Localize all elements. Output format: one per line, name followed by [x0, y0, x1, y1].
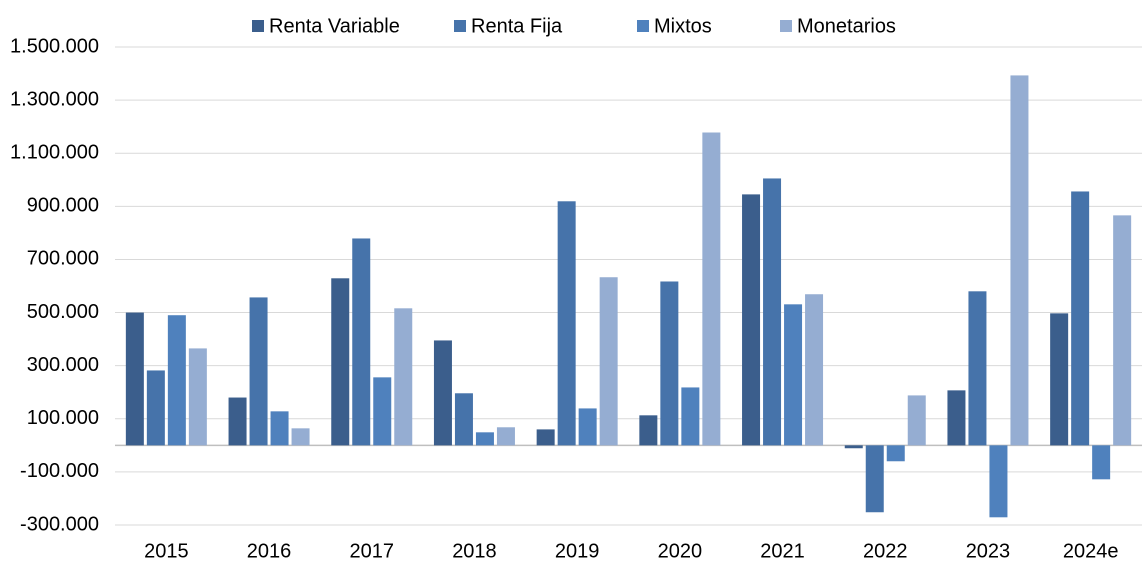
y-tick-label: 900.000	[27, 195, 99, 217]
y-tick-label: 300.000	[27, 354, 99, 376]
x-tick-label: 2020	[658, 540, 703, 562]
bar	[249, 297, 268, 446]
legend-label: Renta Variable	[269, 15, 400, 37]
x-tick-label: 2024e	[1063, 540, 1119, 562]
y-tick-label: 100.000	[27, 407, 99, 429]
legend-label: Renta Fija	[471, 15, 563, 37]
bar	[475, 432, 494, 446]
y-tick-label: 700.000	[27, 248, 99, 270]
bar	[844, 445, 863, 449]
legend-swatch	[454, 20, 466, 32]
legend-label: Mixtos	[654, 15, 712, 37]
bar	[496, 427, 515, 446]
bar	[968, 291, 987, 446]
bar	[599, 277, 618, 446]
bar	[228, 397, 247, 446]
bar	[536, 429, 555, 446]
bar	[433, 340, 452, 446]
bar	[742, 194, 761, 446]
bar	[886, 445, 905, 462]
x-tick-label: 2022	[863, 540, 908, 562]
bar	[989, 445, 1008, 518]
bar	[805, 294, 824, 446]
bar	[784, 304, 803, 446]
bar	[373, 377, 392, 446]
bar	[352, 238, 371, 446]
bar	[1010, 75, 1029, 446]
x-tick-label: 2019	[555, 540, 600, 562]
bar	[1071, 191, 1090, 446]
bar	[578, 408, 597, 446]
bar	[1092, 445, 1111, 480]
bar	[331, 278, 350, 446]
bar	[639, 415, 658, 446]
y-tick-label: 1.500.000	[10, 35, 99, 57]
y-tick-label: -100.000	[20, 460, 99, 482]
legend-swatch	[637, 20, 649, 32]
bar	[125, 312, 144, 446]
bar	[557, 201, 576, 446]
bar	[394, 308, 413, 446]
bar	[763, 178, 782, 446]
x-tick-label: 2018	[452, 540, 497, 562]
legend-label: Monetarios	[797, 15, 896, 37]
x-tick-label: 2016	[247, 540, 292, 562]
bar	[702, 132, 721, 446]
x-tick-label: 2015	[144, 540, 189, 562]
legend-swatch	[780, 20, 792, 32]
bar	[454, 393, 473, 446]
y-tick-label: 500.000	[27, 301, 99, 323]
bar	[291, 428, 310, 446]
y-tick-label: 1.100.000	[10, 142, 99, 164]
bar	[270, 411, 289, 446]
x-tick-label: 2017	[350, 540, 395, 562]
bar	[1050, 313, 1069, 446]
bar	[947, 390, 966, 446]
legend-swatch	[252, 20, 264, 32]
y-tick-label: 1.300.000	[10, 88, 99, 110]
bar	[188, 348, 207, 446]
bar	[907, 395, 926, 446]
bar	[660, 281, 679, 446]
bar	[865, 445, 884, 513]
bar	[167, 315, 186, 446]
bar	[681, 387, 700, 446]
bar	[146, 370, 165, 446]
y-tick-label: -300.000	[20, 513, 99, 535]
x-tick-label: 2023	[966, 540, 1011, 562]
bar	[1113, 215, 1132, 446]
x-tick-label: 2021	[760, 540, 805, 562]
